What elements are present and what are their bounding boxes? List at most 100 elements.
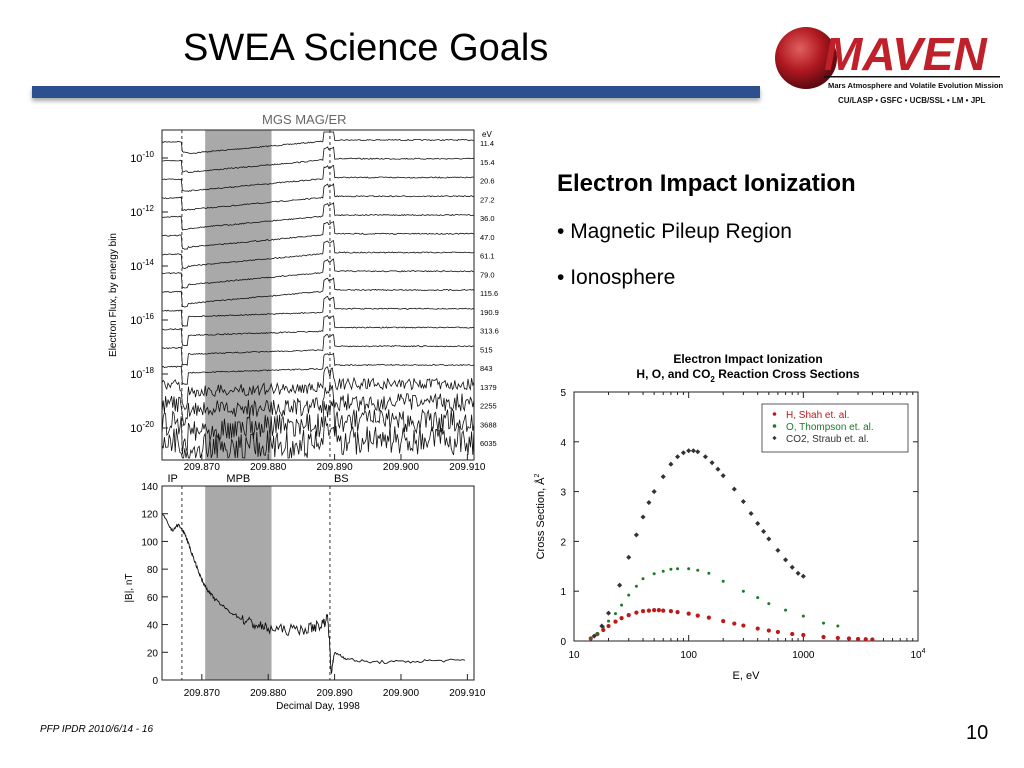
point-h bbox=[626, 613, 631, 618]
xtick-label: 209.870 bbox=[184, 688, 221, 699]
point-co2 bbox=[646, 500, 652, 506]
flux-trace-79.0ev bbox=[161, 258, 475, 289]
legend-marker bbox=[772, 424, 777, 428]
point-h bbox=[613, 619, 618, 624]
energy-label: 15.4 bbox=[480, 158, 495, 167]
point-co2 bbox=[720, 473, 726, 479]
point-o bbox=[676, 567, 680, 571]
flux-trace-47.0ev bbox=[161, 220, 475, 250]
point-co2 bbox=[709, 460, 715, 466]
point-h bbox=[661, 608, 666, 613]
logo-subtitle: Mars Atmosphere and Volatile Evolution M… bbox=[828, 81, 1003, 90]
ytick-label: 1 bbox=[560, 587, 566, 598]
bullet-item: • Magnetic Pileup Region bbox=[557, 220, 792, 243]
point-o bbox=[652, 572, 656, 576]
point-h bbox=[640, 609, 646, 614]
region-label-ip: IP bbox=[168, 473, 178, 485]
flux-trace-1379ev bbox=[161, 366, 475, 410]
point-co2 bbox=[690, 448, 696, 454]
mpb-shaded-region-bottom bbox=[205, 486, 272, 680]
point-o bbox=[741, 589, 745, 593]
xtick-label: 209.890 bbox=[317, 688, 354, 699]
point-co2 bbox=[633, 532, 639, 538]
energy-label: 20.6 bbox=[480, 177, 495, 186]
point-co2 bbox=[668, 461, 674, 467]
energy-label: 61.1 bbox=[480, 252, 495, 261]
ytick-label: 40 bbox=[147, 621, 159, 632]
maven-logo: MAVEN Mars Atmosphere and Volatile Evolu… bbox=[775, 27, 1003, 105]
point-h bbox=[870, 637, 875, 642]
point-o bbox=[634, 584, 638, 588]
flux-trace-11.4ev bbox=[161, 131, 475, 155]
point-co2 bbox=[783, 557, 789, 563]
point-o bbox=[836, 624, 840, 628]
point-h bbox=[863, 637, 868, 642]
xtick-label: 209.910 bbox=[449, 688, 486, 699]
ytick-label: 20 bbox=[147, 648, 159, 659]
logo-wordmark: MAVEN bbox=[824, 28, 987, 80]
bullet-item: • Ionosphere bbox=[557, 266, 676, 289]
ytick-label: 4 bbox=[560, 438, 566, 449]
point-co2 bbox=[789, 564, 795, 570]
point-o bbox=[756, 596, 760, 600]
ytick-label: 60 bbox=[147, 593, 159, 604]
point-co2 bbox=[617, 582, 623, 588]
ytick-label: 80 bbox=[147, 565, 159, 576]
flux-trace-15.4ev bbox=[161, 146, 475, 174]
xtick-label: 1000 bbox=[792, 650, 815, 661]
energy-label: 115.6 bbox=[480, 289, 498, 298]
point-h bbox=[646, 608, 652, 613]
point-o bbox=[784, 608, 788, 612]
flux-trace-6035ev bbox=[161, 416, 475, 459]
point-h bbox=[695, 613, 700, 618]
point-co2 bbox=[731, 486, 737, 492]
region-label-mpb: MPB bbox=[226, 473, 250, 485]
point-h bbox=[686, 611, 691, 616]
point-co2 bbox=[686, 448, 692, 454]
chart-legend bbox=[761, 403, 909, 453]
xtick-label: 104 bbox=[910, 648, 925, 661]
flux-trace-313.6ev bbox=[162, 315, 475, 347]
point-h bbox=[606, 623, 611, 629]
energy-label: 1379 bbox=[480, 383, 497, 392]
point-o bbox=[627, 593, 631, 597]
magnetic-field-trace bbox=[161, 512, 466, 675]
point-o bbox=[822, 621, 826, 625]
point-h bbox=[755, 626, 760, 631]
point-o bbox=[687, 567, 691, 571]
ytick-label: 3 bbox=[560, 488, 566, 499]
xtick-label: 209.900 bbox=[383, 688, 420, 699]
flux-trace-20.6ev bbox=[162, 164, 475, 192]
point-h bbox=[835, 635, 840, 641]
cross-section-chart: Electron Impact Ionization H, O, and CO2 … bbox=[530, 336, 946, 698]
ytick-label: 10-16 bbox=[130, 312, 154, 327]
field-xlabel: Decimal Day, 1998 bbox=[276, 701, 360, 712]
point-o bbox=[696, 568, 700, 572]
point-o bbox=[595, 632, 599, 636]
page-number: 10 bbox=[966, 722, 989, 744]
top-xtick-label: 209.870 bbox=[184, 462, 221, 473]
point-co2 bbox=[766, 536, 772, 542]
top-xtick-label: 209.900 bbox=[383, 462, 420, 473]
ytick-label: 120 bbox=[141, 510, 158, 521]
energy-label: 515 bbox=[480, 345, 493, 354]
ytick-label: 140 bbox=[141, 482, 158, 493]
flux-trace-190.9ev bbox=[161, 295, 475, 327]
point-h bbox=[634, 610, 639, 615]
xtick-label: 100 bbox=[680, 650, 697, 661]
title-bar bbox=[32, 86, 760, 98]
flux-trace-515ev bbox=[161, 334, 475, 366]
flux-trace-2255ev bbox=[161, 383, 475, 426]
energy-label: 11.4 bbox=[480, 139, 494, 148]
point-o bbox=[721, 579, 725, 583]
point-co2 bbox=[755, 520, 761, 527]
top-xtick-label: 209.890 bbox=[317, 462, 354, 473]
ytick-label: 10-10 bbox=[130, 150, 154, 165]
point-co2 bbox=[800, 573, 806, 579]
point-h bbox=[601, 627, 606, 633]
energy-header: eV bbox=[482, 130, 492, 139]
ytick-label: 10-12 bbox=[130, 204, 154, 219]
ytick-label: 100 bbox=[141, 537, 158, 548]
point-co2 bbox=[660, 474, 666, 480]
